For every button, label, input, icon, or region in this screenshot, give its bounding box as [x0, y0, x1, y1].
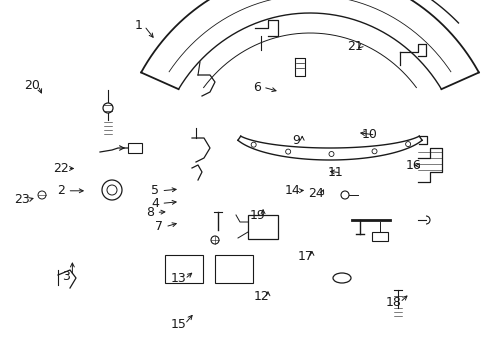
Text: 12: 12: [254, 291, 269, 303]
Text: 4: 4: [151, 197, 159, 210]
Text: 17: 17: [297, 250, 313, 263]
Text: 15: 15: [170, 318, 186, 330]
Text: 23: 23: [15, 193, 30, 206]
Text: 2: 2: [58, 184, 65, 197]
Text: 6: 6: [253, 81, 261, 94]
Text: 1: 1: [134, 19, 142, 32]
Bar: [371, 232, 387, 241]
Text: 7: 7: [155, 220, 163, 233]
Text: 3: 3: [62, 270, 70, 283]
Bar: [215, 255, 252, 283]
Text: 21: 21: [346, 40, 362, 53]
Text: 5: 5: [151, 184, 159, 197]
Bar: [164, 255, 203, 283]
Bar: [128, 143, 142, 153]
Text: 18: 18: [385, 296, 401, 309]
Text: 14: 14: [284, 184, 300, 197]
Bar: [247, 215, 278, 239]
Text: 22: 22: [54, 162, 69, 175]
Text: 24: 24: [307, 187, 323, 200]
Text: 10: 10: [361, 129, 377, 141]
Text: 11: 11: [327, 166, 343, 179]
Text: 9: 9: [292, 134, 300, 147]
Text: 13: 13: [171, 273, 186, 285]
Text: 8: 8: [146, 206, 154, 219]
Text: 19: 19: [249, 209, 264, 222]
Text: 16: 16: [405, 159, 421, 172]
Text: 20: 20: [24, 79, 40, 92]
